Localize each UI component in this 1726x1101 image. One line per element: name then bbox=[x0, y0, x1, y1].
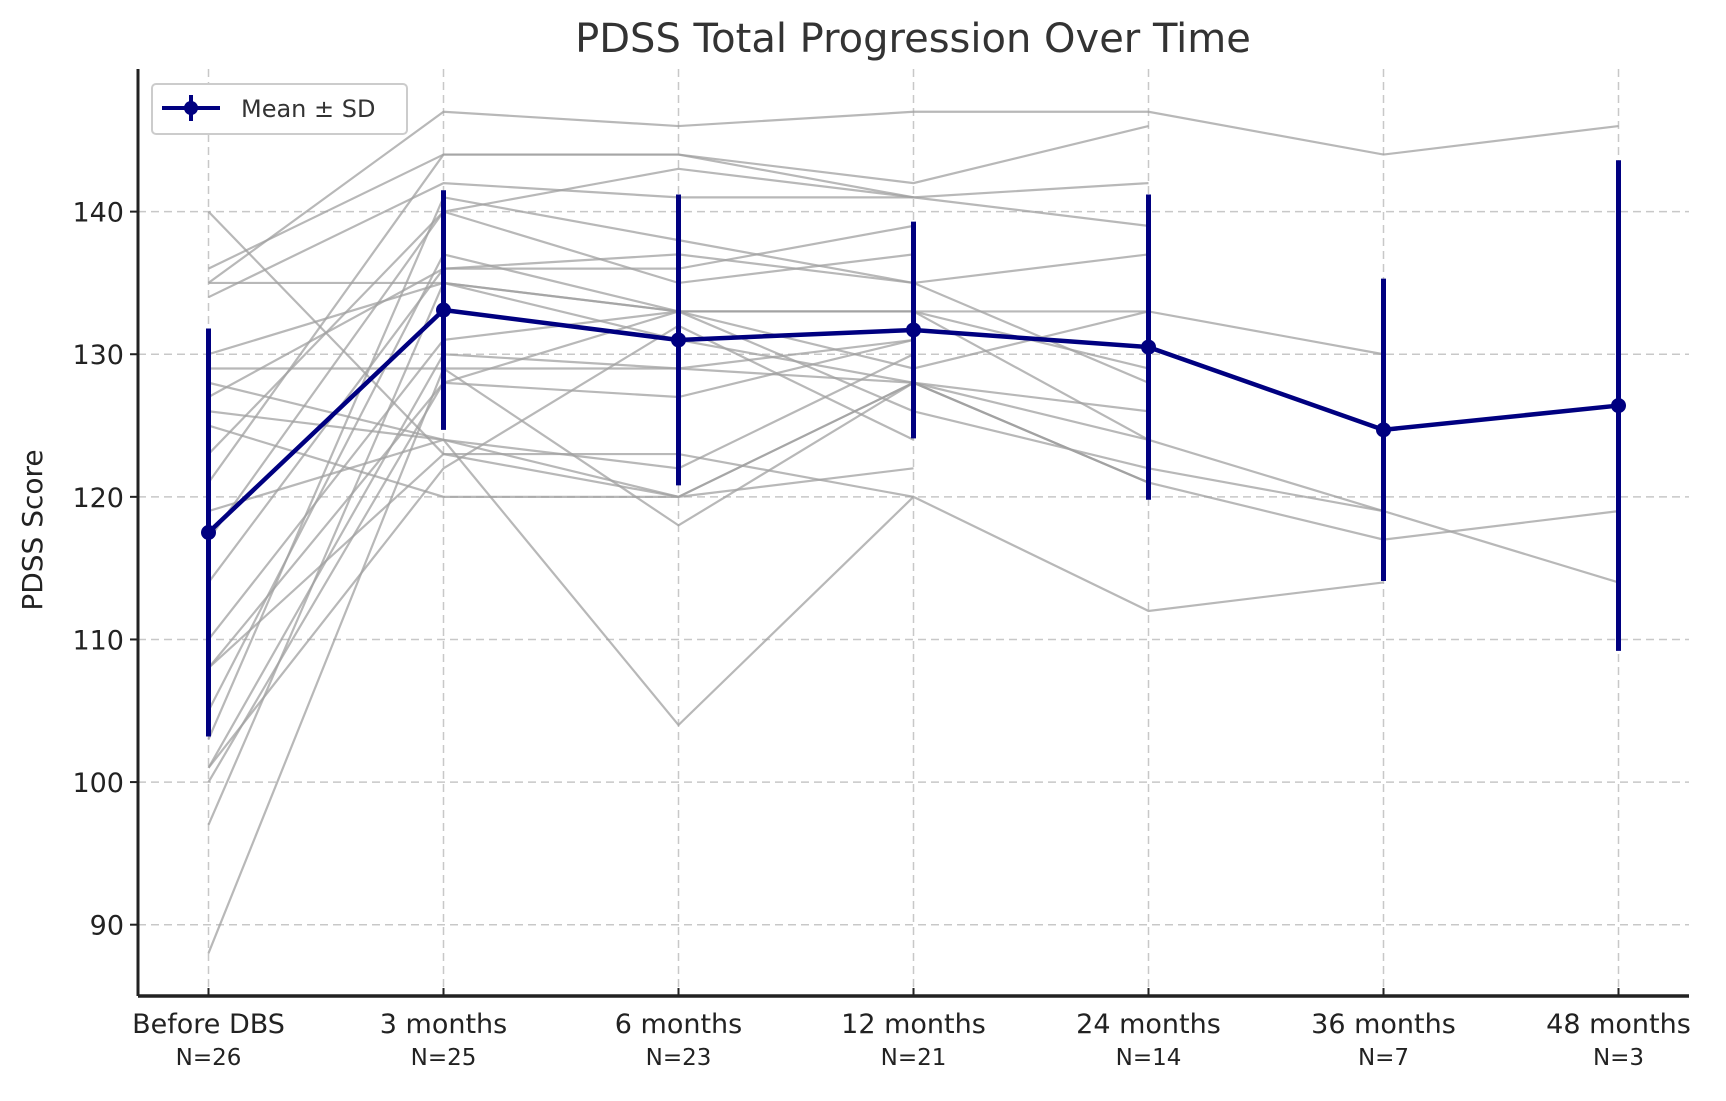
individual-line bbox=[207, 366, 1149, 954]
chart-title: PDSS Total Progression Over Time bbox=[575, 16, 1251, 62]
x-n-label: N=14 bbox=[1116, 1045, 1182, 1071]
x-tick-label: Before DBS bbox=[132, 1009, 285, 1040]
mean-series bbox=[201, 160, 1626, 737]
x-n-label: N=3 bbox=[1593, 1045, 1644, 1071]
grid bbox=[138, 69, 1689, 996]
x-n-label: N=26 bbox=[176, 1045, 242, 1071]
ticks: 90 100 110 120 130 140 Before DBS N=26 3 months N… bbox=[72, 198, 1690, 1071]
x-tick-label: 24 months bbox=[1076, 1009, 1221, 1040]
individual-line bbox=[207, 124, 1149, 484]
individual-line bbox=[207, 452, 914, 669]
individual-line bbox=[207, 110, 1619, 284]
individual-line bbox=[208, 438, 1384, 727]
y-tick-label: 90 bbox=[90, 911, 124, 942]
x-n-label: N=7 bbox=[1358, 1045, 1409, 1071]
legend-marker-icon bbox=[184, 101, 198, 115]
x-n-label: N=21 bbox=[881, 1045, 947, 1071]
individual-line bbox=[208, 353, 914, 470]
individual-line bbox=[207, 338, 914, 783]
mean-marker bbox=[906, 322, 921, 338]
mean-marker bbox=[1141, 339, 1156, 355]
legend-box bbox=[151, 83, 408, 135]
x-tick-label: 12 months bbox=[841, 1009, 986, 1040]
individual-line bbox=[207, 324, 914, 769]
x-tick-label: 6 months bbox=[615, 1009, 742, 1040]
mean-marker bbox=[201, 525, 216, 540]
mean-marker bbox=[1611, 398, 1626, 414]
mean-marker bbox=[1376, 422, 1391, 438]
x-tick-label: 3 months bbox=[380, 1009, 507, 1040]
mean-marker bbox=[436, 302, 451, 318]
y-tick-label: 130 bbox=[72, 340, 124, 371]
legend-label: Mean ± SD bbox=[241, 95, 375, 123]
individual-line bbox=[207, 338, 914, 769]
individual-line bbox=[207, 167, 914, 455]
y-tick-label: 100 bbox=[72, 768, 124, 799]
y-axis-title: PDSS Score bbox=[16, 449, 49, 610]
legend[interactable]: Mean ± SD bbox=[151, 83, 408, 135]
y-tick-label: 140 bbox=[72, 198, 124, 229]
mean-marker bbox=[671, 332, 686, 348]
y-tick-label: 120 bbox=[72, 483, 124, 514]
individual-line bbox=[208, 424, 914, 498]
x-tick-label: 36 months bbox=[1311, 1009, 1456, 1040]
x-tick-label: 48 months bbox=[1546, 1009, 1691, 1040]
y-tick-label: 110 bbox=[72, 625, 124, 656]
x-n-label: N=23 bbox=[646, 1045, 712, 1071]
x-n-label: N=25 bbox=[411, 1045, 477, 1071]
